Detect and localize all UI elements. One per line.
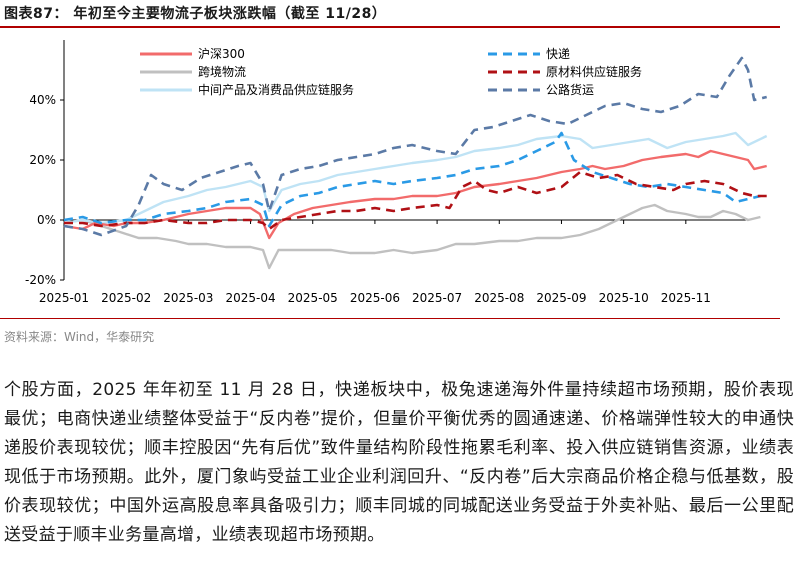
legend-label: 中间产品及消费品供应链服务 xyxy=(198,82,354,97)
series-line-6 xyxy=(63,56,768,237)
x-tick-label: 2025-11 xyxy=(661,291,711,305)
y-tick-label: 0% xyxy=(37,213,56,227)
y-tick-label: 40% xyxy=(29,93,56,107)
y-tick-label: -20% xyxy=(25,273,56,287)
x-tick-label: 2025-02 xyxy=(101,291,151,305)
source-note: 资料来源：Wind，华泰研究 xyxy=(4,330,155,344)
source-rule xyxy=(0,318,780,319)
series-line-5 xyxy=(64,170,767,231)
legend-label: 公路货运 xyxy=(546,82,594,97)
x-tick-label: 2025-04 xyxy=(225,291,275,305)
legend-label: 原材料供应链服务 xyxy=(546,64,642,79)
legend-label: 沪深300 xyxy=(198,47,245,61)
series-line-4 xyxy=(63,131,761,228)
x-tick-label: 2025-05 xyxy=(288,291,338,305)
x-tick-label: 2025-07 xyxy=(412,291,462,305)
line-chart: -20% 0% 20% 40% 2025-01 2025-02 2025-03 2025-04… xyxy=(25,40,768,305)
legend-label: 跨境物流 xyxy=(198,64,246,79)
x-tick-label: 2025-09 xyxy=(536,291,586,305)
series-line-1 xyxy=(63,149,767,240)
figure-title: 图表87： 年初至今主要物流子板块涨跌幅（截至 11/28） xyxy=(4,6,387,22)
chart-area: -20% 0% 20% 40% 2025-01 2025-02 2025-03 2025-04… xyxy=(0,30,800,318)
chart-axes: -20% 0% 20% 40% 2025-01 2025-02 2025-03 2025-04… xyxy=(25,40,748,305)
x-tick-label: 2025-01 xyxy=(39,291,89,305)
y-tick-label: 20% xyxy=(29,153,56,167)
chart-series xyxy=(63,56,768,270)
analysis-paragraph: 个股方面，2025 年年初至 11 月 28 日，快递板块中，极兔速递海外件量持… xyxy=(4,380,794,545)
x-tick-label: 2025-03 xyxy=(163,291,213,305)
series-line-3 xyxy=(63,131,768,225)
series-line-2 xyxy=(63,203,761,270)
x-tick-label: 2025-08 xyxy=(474,291,524,305)
x-tick-label: 2025-06 xyxy=(350,291,400,305)
title-rule xyxy=(0,26,780,28)
legend-label: 快递 xyxy=(546,47,570,61)
x-tick-label: 2025-10 xyxy=(599,291,649,305)
